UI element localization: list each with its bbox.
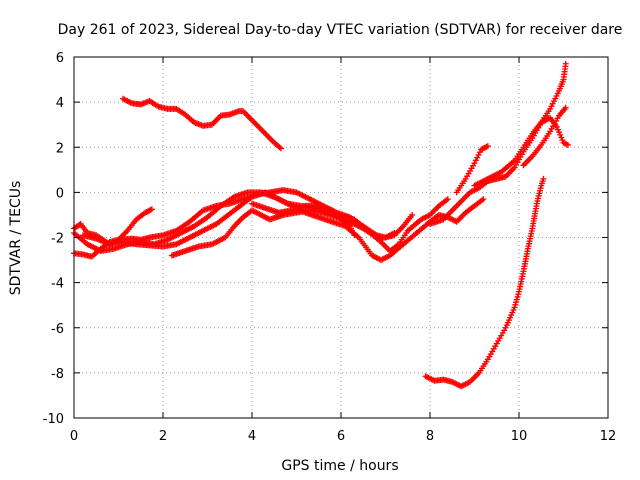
data-point [471, 160, 478, 167]
x-tick-label: 6 [337, 429, 345, 444]
series-arc-12 [422, 175, 547, 390]
x-tick-label: 4 [248, 429, 256, 444]
series-arc-9 [453, 143, 491, 196]
series-arc-3 [71, 187, 416, 260]
data-point [351, 232, 358, 239]
y-axis-ticks: -10 -8 -6 -4 -2 0 2 4 6 [43, 51, 608, 427]
series-arc-11 [520, 104, 569, 169]
data-point [564, 141, 571, 148]
y-axis-title: SDTVAR / TECUs [8, 181, 24, 296]
data-point [474, 154, 481, 161]
y-tick-label: -2 [51, 232, 64, 247]
data-point [444, 196, 451, 203]
y-tick-label: -10 [43, 412, 64, 427]
x-tick-label: 10 [511, 429, 528, 444]
y-tick-label: 2 [56, 141, 64, 156]
data-point [484, 143, 491, 150]
y-tick-label: 4 [56, 96, 64, 111]
data-point [562, 60, 569, 67]
y-tick-label: 6 [56, 51, 64, 66]
x-tick-label: 2 [159, 429, 167, 444]
data-point [276, 144, 283, 151]
y-tick-label: -6 [51, 322, 64, 337]
y-tick-label: -8 [51, 367, 64, 382]
y-tick-label: 0 [56, 186, 64, 201]
data-point [148, 206, 155, 213]
data-point [475, 151, 482, 158]
x-axis-ticks: 0 2 4 6 8 10 12 [70, 57, 616, 444]
data-point [476, 149, 483, 156]
data-point [147, 206, 154, 213]
data-point [409, 211, 416, 218]
x-axis-title: GPS time / hours [281, 458, 398, 474]
x-tick-label: 0 [70, 429, 78, 444]
series-arc-5 [79, 189, 487, 264]
y-tick-label: -4 [51, 277, 64, 292]
data-point [562, 104, 569, 111]
series-arc-7 [249, 200, 358, 239]
data-points [71, 60, 571, 390]
data-point [391, 229, 398, 236]
data-point [472, 157, 479, 164]
data-point [483, 143, 490, 150]
x-tick-label: 8 [426, 429, 434, 444]
data-point [277, 145, 284, 152]
data-point [76, 221, 83, 228]
series-arc-1 [119, 95, 284, 152]
data-point [480, 196, 487, 203]
chart-title: Day 261 of 2023, Sidereal Day-to-day VTE… [58, 22, 623, 38]
x-tick-label: 12 [600, 429, 617, 444]
data-point [540, 175, 547, 182]
